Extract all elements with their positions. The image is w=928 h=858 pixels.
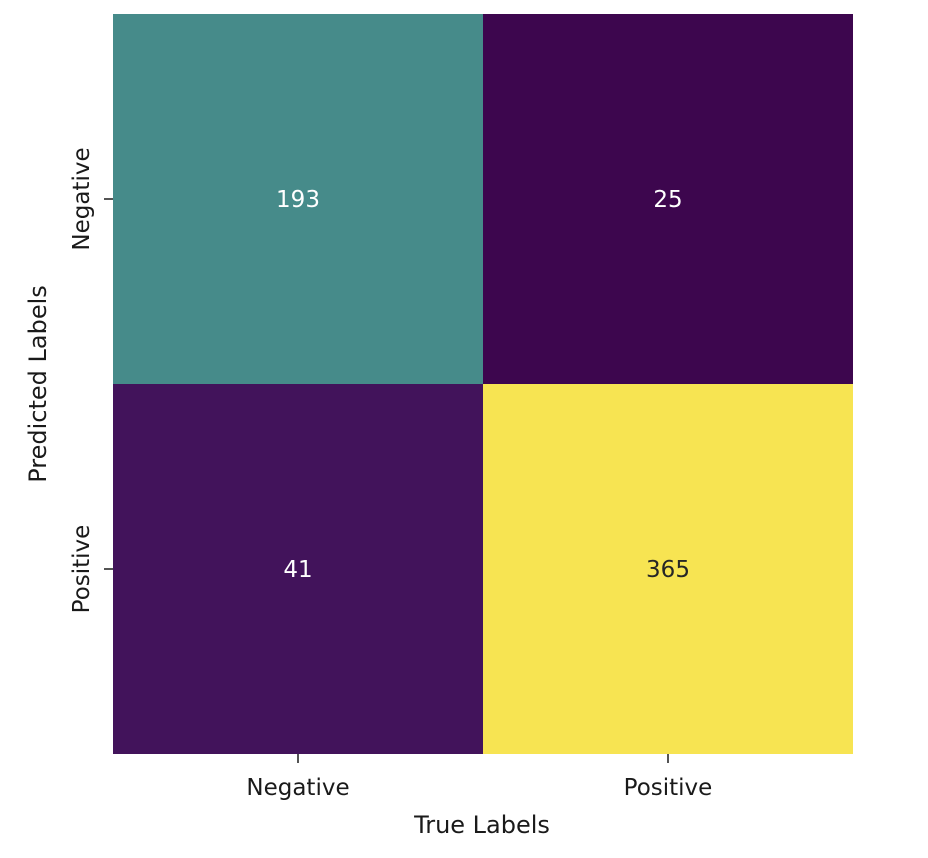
heatmap-cell <box>483 384 853 754</box>
y-tick-label: Positive <box>69 525 95 614</box>
cell-value-label: 25 <box>653 187 682 213</box>
cell-value-label: 365 <box>646 557 690 583</box>
x-tick-label: Positive <box>624 775 713 801</box>
x-axis-ticks: Negative Positive <box>246 754 712 801</box>
y-tick-label: Negative <box>69 147 95 250</box>
heatmap-cell <box>113 14 483 384</box>
cell-annotations: 193 25 41 365 <box>276 187 690 583</box>
heatmap-cell <box>483 14 853 384</box>
x-tick-label: Negative <box>246 775 349 801</box>
cell-value-label: 41 <box>283 557 312 583</box>
cell-value-label: 193 <box>276 187 320 213</box>
heatmap-cells <box>113 14 853 754</box>
x-axis-label: True Labels <box>413 811 550 839</box>
y-axis-ticks: Negative Positive <box>69 147 113 613</box>
heatmap-cell <box>113 384 483 754</box>
y-axis-label: Predicted Labels <box>24 285 52 483</box>
